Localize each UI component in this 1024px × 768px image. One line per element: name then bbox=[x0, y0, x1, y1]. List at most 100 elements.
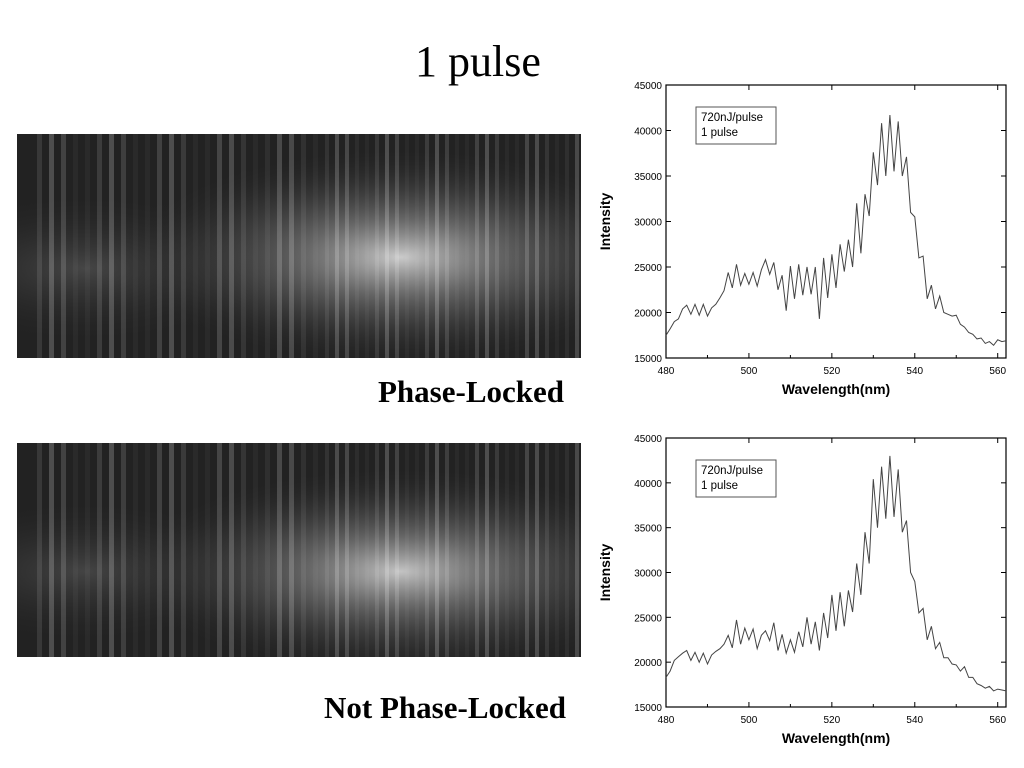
fringe-stripe bbox=[133, 443, 138, 657]
fringe-stripe bbox=[485, 443, 489, 657]
fringe-stripe bbox=[49, 443, 54, 657]
y-tick-label: 30000 bbox=[634, 218, 662, 229]
y-tick-label: 20000 bbox=[634, 309, 662, 320]
legend-text: 720nJ/pulse bbox=[701, 465, 763, 477]
fringe-stripe bbox=[565, 443, 569, 657]
fringe-stripe bbox=[405, 443, 409, 657]
fringe-stripe bbox=[535, 443, 539, 657]
fringe-stripes bbox=[37, 443, 579, 657]
fringe-stripe bbox=[145, 443, 150, 657]
fringe-stripe bbox=[217, 134, 222, 358]
y-tick-label: 30000 bbox=[634, 569, 662, 580]
fringe-stripe bbox=[169, 134, 174, 358]
fringe-stripe bbox=[365, 134, 369, 358]
fringe-stripe bbox=[475, 134, 479, 358]
fringe-image-phase-locked bbox=[17, 134, 581, 358]
fringe-stripe bbox=[425, 443, 429, 657]
legend-box: 720nJ/pulse 1 pulse bbox=[695, 106, 777, 145]
fringe-stripe bbox=[265, 443, 270, 657]
fringe-stripe bbox=[365, 443, 369, 657]
y-tick-label: 45000 bbox=[634, 434, 662, 445]
fringe-stripe bbox=[121, 134, 126, 358]
fringe-stripe bbox=[241, 134, 246, 358]
fringe-stripe bbox=[205, 134, 210, 358]
fringe-stripe bbox=[49, 134, 54, 358]
fringe-stripe bbox=[145, 134, 150, 358]
fringe-stripe bbox=[85, 134, 90, 358]
x-tick-label: 560 bbox=[989, 366, 1006, 377]
fringe-image-not-phase-locked bbox=[17, 443, 581, 657]
fringe-stripe bbox=[525, 443, 529, 657]
fringe-stripe bbox=[465, 134, 469, 358]
fringe-stripe bbox=[445, 443, 449, 657]
fringe-stripe bbox=[37, 134, 42, 358]
fringe-stripe bbox=[475, 443, 479, 657]
fringe-stripe bbox=[375, 443, 379, 657]
caption-not-phase-locked: Not Phase-Locked bbox=[324, 690, 566, 725]
y-tick-label: 40000 bbox=[634, 127, 662, 138]
fringe-stripe bbox=[253, 443, 258, 657]
y-tick-label: 35000 bbox=[634, 524, 662, 535]
fringe-stripe bbox=[435, 134, 439, 358]
fringe-stripe bbox=[505, 443, 509, 657]
fringe-stripe bbox=[355, 443, 359, 657]
spectrum-chart-phase-locked: 15000 20000 25000 30000 35000 40000 45000 480 50… bbox=[592, 75, 1016, 405]
x-tick-label: 520 bbox=[824, 715, 841, 726]
fringe-stripe bbox=[157, 134, 162, 358]
fringe-stripe bbox=[455, 443, 459, 657]
fringe-stripe bbox=[205, 443, 210, 657]
x-tick-label: 560 bbox=[989, 715, 1006, 726]
legend-box: 720nJ/pulse 1 pulse bbox=[695, 459, 777, 498]
fringe-stripe bbox=[545, 443, 549, 657]
fringe-stripe bbox=[495, 443, 499, 657]
x-tick-label: 500 bbox=[741, 715, 758, 726]
fringe-stripe bbox=[405, 134, 409, 358]
fringe-stripe bbox=[109, 443, 114, 657]
fringe-stripe bbox=[335, 443, 339, 657]
fringe-stripe bbox=[325, 443, 329, 657]
fringe-stripe bbox=[565, 134, 569, 358]
fringe-stripe bbox=[61, 443, 66, 657]
fringe-stripe bbox=[395, 134, 399, 358]
fringe-stripe bbox=[157, 443, 162, 657]
y-tick-label: 45000 bbox=[634, 81, 662, 92]
fringe-stripe bbox=[181, 134, 186, 358]
fringe-stripe bbox=[73, 443, 78, 657]
spectrum-series-line bbox=[665, 455, 1007, 692]
fringe-stripe bbox=[121, 443, 126, 657]
legend-text: 1 pulse bbox=[701, 480, 738, 492]
fringe-stripe bbox=[555, 134, 559, 358]
fringe-stripe bbox=[575, 134, 579, 358]
fringe-stripe bbox=[535, 134, 539, 358]
fringe-stripe bbox=[277, 134, 282, 358]
fringe-stripe bbox=[545, 134, 549, 358]
x-axis-label: Wavelength(nm) bbox=[782, 730, 890, 746]
fringe-stripe bbox=[313, 134, 318, 358]
fringe-stripe bbox=[415, 443, 419, 657]
fringe-stripe bbox=[229, 443, 234, 657]
fringe-stripe bbox=[375, 134, 379, 358]
x-tick-label: 500 bbox=[741, 366, 758, 377]
fringe-stripe bbox=[109, 134, 114, 358]
y-tick-label: 15000 bbox=[634, 703, 662, 714]
fringe-stripe bbox=[495, 134, 499, 358]
fringe-stripe bbox=[385, 134, 389, 358]
fringe-stripe bbox=[301, 134, 306, 358]
y-tick-label: 20000 bbox=[634, 658, 662, 669]
fringe-stripe bbox=[385, 443, 389, 657]
fringe-stripe bbox=[345, 443, 349, 657]
y-axis-label: Intensity bbox=[597, 193, 613, 251]
fringe-stripe bbox=[61, 134, 66, 358]
fringe-stripe bbox=[335, 134, 339, 358]
y-tick-label: 25000 bbox=[634, 263, 662, 274]
fringe-stripe bbox=[73, 134, 78, 358]
x-tick-label: 540 bbox=[906, 715, 923, 726]
fringe-stripe bbox=[555, 443, 559, 657]
fringe-stripe bbox=[229, 134, 234, 358]
slide-title: 1 pulse bbox=[415, 37, 541, 86]
fringe-stripe bbox=[253, 134, 258, 358]
fringe-stripe bbox=[277, 443, 282, 657]
fringe-stripe bbox=[289, 134, 294, 358]
fringe-stripe bbox=[181, 443, 186, 657]
y-tick-label: 40000 bbox=[634, 479, 662, 490]
